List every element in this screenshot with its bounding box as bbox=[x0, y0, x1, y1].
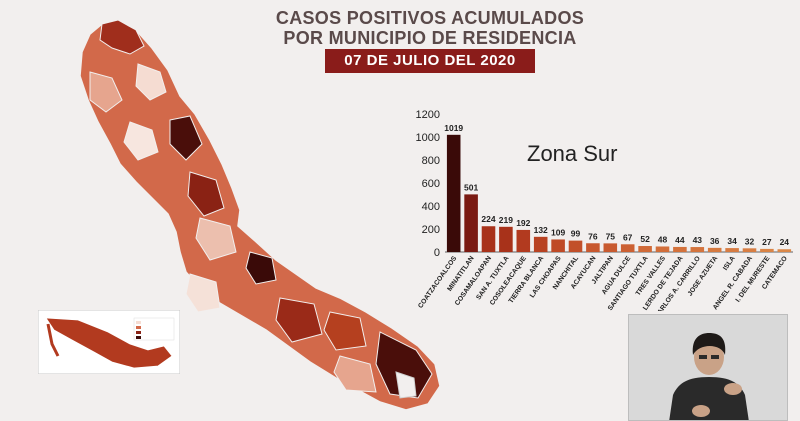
map-region bbox=[275, 297, 323, 343]
bar bbox=[603, 243, 618, 252]
map-region bbox=[185, 273, 221, 313]
title-line-2: POR MUNICIPIO DE RESIDENCIA bbox=[283, 28, 577, 48]
map-region bbox=[123, 121, 159, 161]
map-region bbox=[245, 251, 277, 285]
bar bbox=[568, 240, 583, 252]
map-region bbox=[169, 115, 203, 161]
data-label: 67 bbox=[623, 232, 633, 242]
page-title: CASOS POSITIVOS ACUMULADOS POR MUNICIPIO… bbox=[225, 8, 635, 48]
bar bbox=[481, 226, 496, 252]
sign-language-interpreter-video bbox=[628, 314, 788, 421]
data-label: 109 bbox=[551, 227, 565, 237]
data-label: 36 bbox=[710, 236, 720, 246]
y-tick-label: 1000 bbox=[416, 132, 440, 144]
map-region bbox=[187, 171, 225, 217]
bar bbox=[499, 226, 513, 252]
bar bbox=[707, 247, 722, 252]
zona-sur-bar-chart: 0200400600800100012001019COATZACOALCOS50… bbox=[416, 109, 793, 311]
bar bbox=[533, 236, 548, 252]
bar bbox=[446, 134, 461, 252]
y-tick-label: 400 bbox=[422, 201, 440, 213]
bar bbox=[464, 194, 478, 252]
data-label: 219 bbox=[499, 215, 513, 225]
y-tick-label: 1200 bbox=[416, 109, 440, 121]
title-line-1: CASOS POSITIVOS ACUMULADOS bbox=[275, 8, 585, 28]
veracruz-map bbox=[79, 19, 441, 411]
map-region bbox=[135, 63, 167, 101]
x-tick-label: ISLA bbox=[722, 255, 737, 272]
map-region bbox=[375, 331, 433, 399]
data-label: 192 bbox=[516, 218, 530, 228]
bar bbox=[673, 246, 687, 252]
bar bbox=[725, 248, 739, 252]
data-label: 501 bbox=[464, 182, 478, 192]
map-region bbox=[89, 71, 123, 113]
chart-title: Zona Sur bbox=[527, 141, 618, 166]
bar bbox=[690, 247, 705, 252]
y-tick-label: 0 bbox=[434, 247, 440, 259]
date-banner: 07 DE JULIO DEL 2020 bbox=[325, 49, 535, 73]
y-tick-label: 200 bbox=[422, 224, 440, 236]
data-label: 52 bbox=[640, 234, 650, 244]
data-label: 224 bbox=[481, 214, 495, 224]
bar bbox=[638, 246, 652, 252]
data-label: 27 bbox=[762, 237, 772, 247]
data-label: 32 bbox=[745, 236, 755, 246]
data-label: 44 bbox=[675, 235, 685, 245]
data-label: 34 bbox=[727, 236, 737, 246]
map-region bbox=[195, 217, 237, 261]
data-label: 75 bbox=[606, 231, 616, 241]
bar bbox=[516, 229, 531, 252]
data-label: 24 bbox=[780, 237, 790, 247]
y-tick-label: 800 bbox=[422, 155, 440, 167]
data-label: 48 bbox=[658, 234, 668, 244]
bar bbox=[760, 248, 774, 252]
interpreter-figure bbox=[629, 315, 787, 420]
y-tick-label: 600 bbox=[422, 178, 440, 190]
map-region bbox=[395, 371, 417, 399]
data-label: 132 bbox=[534, 225, 548, 235]
bar bbox=[586, 243, 600, 252]
bar bbox=[620, 244, 635, 252]
data-label: 1019 bbox=[444, 123, 463, 133]
map-region bbox=[333, 355, 377, 393]
bar bbox=[655, 246, 670, 252]
map-region bbox=[323, 311, 367, 351]
data-label: 76 bbox=[588, 231, 598, 241]
map-state-outline bbox=[79, 19, 441, 411]
bar bbox=[742, 248, 757, 252]
bar bbox=[551, 239, 565, 252]
data-label: 99 bbox=[571, 229, 581, 239]
mexico-inset-map bbox=[38, 310, 180, 374]
data-label: 43 bbox=[693, 235, 703, 245]
bar bbox=[777, 249, 792, 252]
map-region bbox=[99, 19, 145, 55]
